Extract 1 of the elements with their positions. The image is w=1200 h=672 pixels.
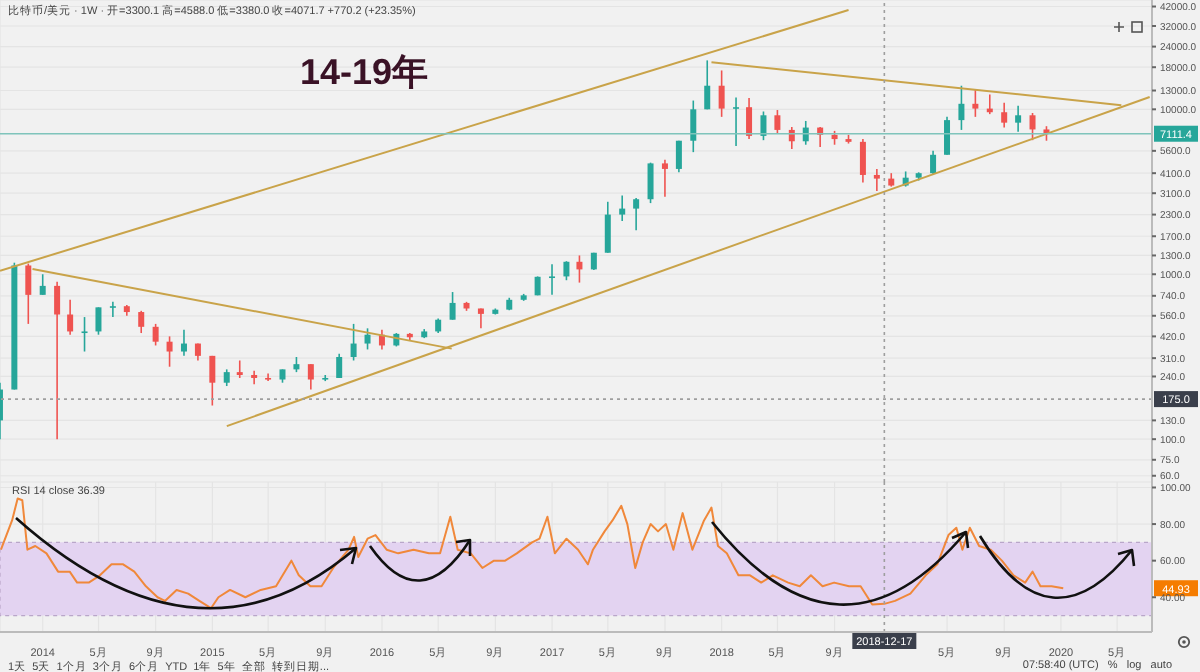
text: 14-19年 [300, 50, 429, 96]
